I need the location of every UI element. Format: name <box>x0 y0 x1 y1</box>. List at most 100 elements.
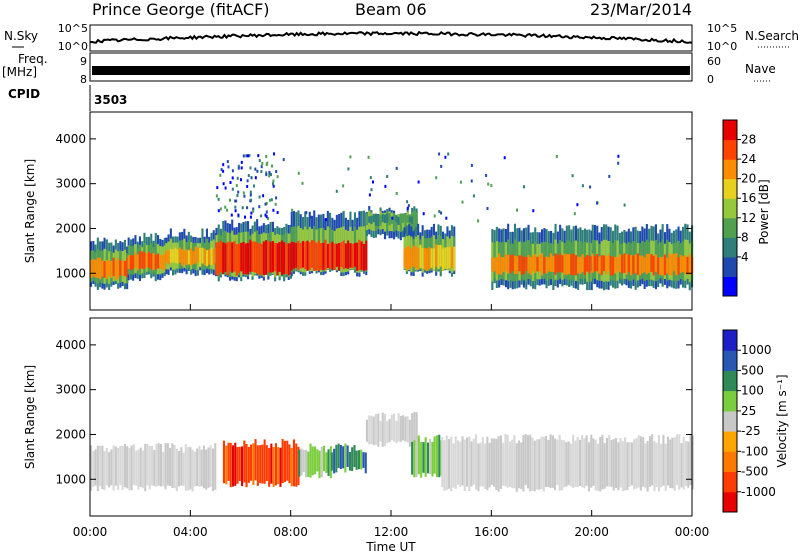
power-echo-core <box>532 255 535 272</box>
velocity-echo-column <box>256 445 259 486</box>
power-echo-column <box>395 214 398 231</box>
power-echo-core <box>538 254 541 272</box>
velocity-echo-column <box>318 450 321 479</box>
power-echo-core <box>242 241 245 275</box>
velocity-echo-column <box>327 449 330 476</box>
velocity-echo-column <box>126 446 129 489</box>
freq-trace <box>92 66 690 75</box>
power-echo-core <box>552 256 555 272</box>
power-echo-core <box>502 257 505 272</box>
velocity-echo-column <box>675 434 678 486</box>
power-echo-core <box>612 256 615 276</box>
time-axis-label: Time UT <box>365 540 416 554</box>
velocity-echo-column <box>499 435 502 489</box>
velocity-echo-column <box>288 444 291 484</box>
power-echo-core <box>500 257 503 275</box>
power-echo-speck <box>234 199 237 203</box>
power-echo-speck <box>247 174 250 177</box>
power-echo-core <box>99 257 102 280</box>
power-echo-speck <box>576 203 579 207</box>
colorbar-segment <box>723 237 737 258</box>
power-echo-core <box>190 248 193 266</box>
power-echo-speck <box>325 218 327 222</box>
power-echo-core <box>428 247 431 270</box>
power-echo-core <box>446 247 449 270</box>
velocity-echo-column <box>105 448 108 486</box>
power-echo-speck <box>250 198 253 202</box>
power-echo-core <box>362 244 365 271</box>
power-echo-core <box>413 215 416 225</box>
colorbar-segment <box>723 139 737 160</box>
power-echo-core <box>176 249 179 264</box>
velocity-echo-column <box>531 437 534 491</box>
power-echo-speck <box>262 194 265 198</box>
power-echo-core <box>365 240 368 271</box>
velocity-echo-column <box>585 435 588 486</box>
velocity-echo-column <box>178 451 181 487</box>
power-echo-core <box>365 213 368 225</box>
power-echo-core <box>161 255 164 270</box>
velocity-echo-column <box>153 449 156 486</box>
power-echo-speck <box>445 216 448 220</box>
power-echo-core <box>119 260 122 276</box>
power-echo-core <box>543 256 546 274</box>
power-echo-core <box>412 245 415 267</box>
power-echo-speck <box>485 174 488 177</box>
y-tick-label: 1000 <box>55 472 86 486</box>
power-echo-core <box>661 257 664 276</box>
power-echo-speck <box>297 171 300 175</box>
power-echo-core <box>504 254 507 272</box>
power-echo-speck <box>246 185 249 188</box>
velocity-echo-column <box>447 439 450 489</box>
velocity-echo-column <box>164 443 167 490</box>
velocity-echo-column <box>691 435 694 490</box>
power-echo-core <box>591 253 594 273</box>
velocity-echo-column <box>173 445 176 489</box>
velocity-echo-column <box>517 440 520 489</box>
power-echo-speck <box>265 215 268 219</box>
power-echo-speck <box>264 213 267 217</box>
power-echo-core <box>187 250 190 265</box>
power-echo-core <box>154 254 157 270</box>
power-echo-speck <box>256 169 259 173</box>
power-echo-speck <box>217 209 220 213</box>
velocity-echo-column <box>417 435 420 475</box>
velocity-echo-column <box>397 413 400 442</box>
velocity-echo-column <box>406 416 409 443</box>
velocity-echo-column <box>687 441 690 488</box>
power-echo-core <box>388 213 391 226</box>
power-echo-speck <box>406 206 409 210</box>
power-echo-speck <box>254 176 257 180</box>
power-echo-core <box>648 253 651 273</box>
power-echo-core <box>636 253 639 276</box>
power-echo-core <box>229 241 232 272</box>
velocity-echo-column <box>92 451 95 487</box>
power-echo-core <box>675 253 678 276</box>
power-echo-core <box>372 213 375 223</box>
power-echo-speck <box>532 209 535 213</box>
power-echo-speck <box>395 192 398 195</box>
colorbar-segment <box>723 431 737 452</box>
velocity-echo-column <box>671 437 674 489</box>
nsky-tick-low: 10^0 <box>58 40 88 53</box>
power-echo-speck <box>516 208 518 212</box>
velocity-echo-column <box>639 436 642 491</box>
power-echo-core <box>280 240 283 275</box>
power-echo-core <box>219 240 222 273</box>
power-echo-core <box>441 248 444 271</box>
velocity-echo-column <box>272 447 275 487</box>
velocity-echo-column <box>368 415 371 445</box>
power-echo-speck <box>342 184 345 188</box>
power-echo-speck <box>258 195 261 199</box>
power-echo-speck <box>291 208 294 212</box>
power-echo-core <box>577 256 580 274</box>
power-echo-core <box>265 240 268 275</box>
power-echo-core <box>358 239 361 271</box>
power-echo-speck <box>268 171 271 174</box>
power-echo-core <box>121 260 124 276</box>
power-echo-core <box>351 243 354 269</box>
colorbar-tick-label: 28 <box>741 133 756 147</box>
velocity-echo-column <box>596 443 599 491</box>
power-echo-speck <box>470 179 473 183</box>
power-echo-core <box>627 254 630 272</box>
